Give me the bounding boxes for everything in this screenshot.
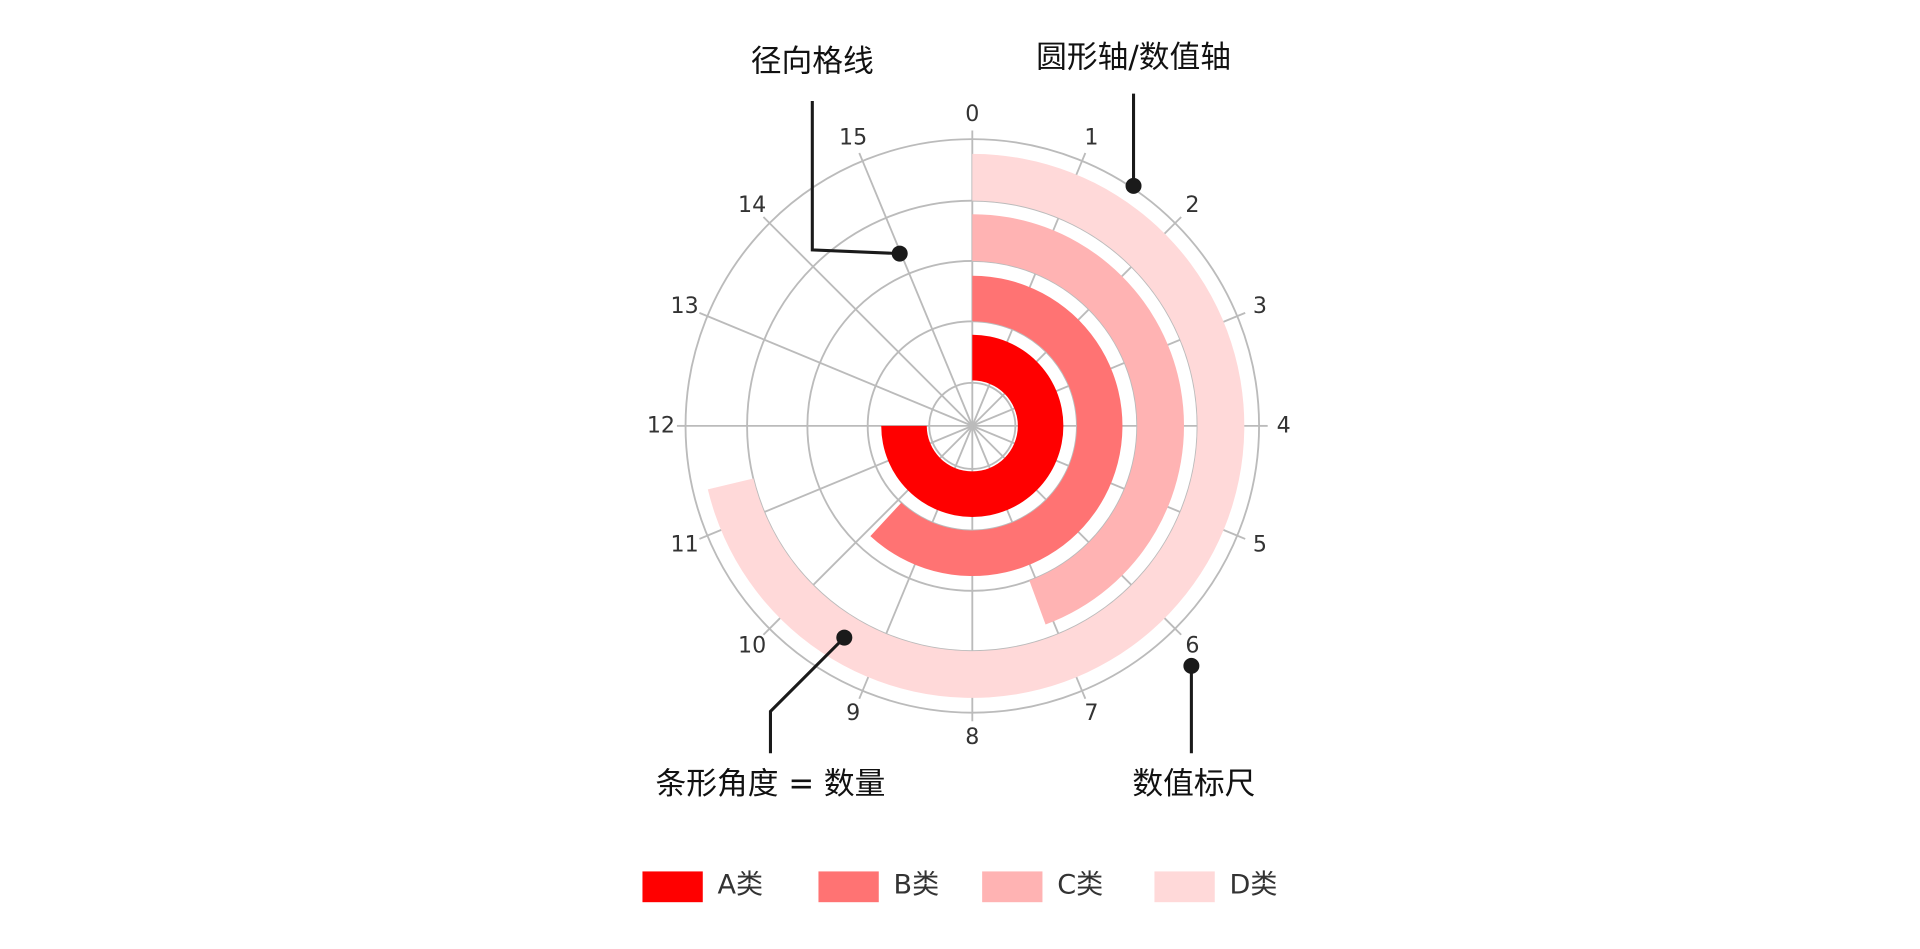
annotation-dot bbox=[1125, 177, 1142, 194]
annotation-line bbox=[810, 100, 900, 256]
legend-swatch bbox=[1154, 871, 1215, 903]
legend-label: C类 bbox=[1057, 870, 1103, 901]
tick-label: 5 bbox=[1253, 532, 1267, 558]
annotation-line bbox=[768, 636, 846, 754]
tick-label: 13 bbox=[671, 293, 699, 319]
grid-spoke bbox=[861, 160, 974, 427]
tick-mark bbox=[1236, 311, 1246, 317]
tick-mark bbox=[858, 690, 864, 700]
tick-label: 7 bbox=[1084, 700, 1098, 726]
annotation: 条形角度 = 数量 bbox=[656, 766, 886, 802]
tick-label: 2 bbox=[1185, 192, 1199, 218]
annotations bbox=[768, 93, 1193, 754]
tick-mark bbox=[1174, 216, 1182, 224]
tick-mark bbox=[1081, 690, 1087, 700]
tick-label: 15 bbox=[839, 125, 867, 151]
tick-label: 11 bbox=[671, 532, 699, 558]
bar bbox=[881, 334, 1064, 517]
tick-mark bbox=[699, 534, 708, 540]
legend-swatch bbox=[642, 871, 703, 903]
tick-mark bbox=[1236, 534, 1246, 540]
grid-spoke bbox=[768, 222, 973, 427]
tick-label: 9 bbox=[846, 700, 860, 726]
legend-label: B类 bbox=[894, 870, 940, 901]
tick-mark bbox=[762, 216, 771, 224]
annotation: 数值标尺 bbox=[1132, 766, 1255, 802]
tick-label: 12 bbox=[647, 412, 675, 438]
annotation-dot bbox=[1183, 657, 1200, 674]
tick-label: 3 bbox=[1253, 293, 1267, 319]
legend: A类 B类 C类 D类 bbox=[642, 870, 1277, 903]
tick-mark bbox=[762, 628, 771, 636]
annotation-dots bbox=[836, 177, 1200, 674]
tick-label: 10 bbox=[738, 633, 766, 659]
bar bbox=[972, 214, 1184, 625]
tick-mark bbox=[1174, 628, 1182, 636]
annotation: 径向格线 bbox=[751, 43, 874, 79]
tick-label: 14 bbox=[738, 192, 766, 218]
tick-label: 4 bbox=[1277, 412, 1291, 438]
bars bbox=[707, 153, 1245, 698]
grid-spoke bbox=[707, 315, 973, 427]
tick-mark bbox=[1081, 152, 1087, 162]
bar bbox=[870, 275, 1123, 577]
legend-swatch bbox=[982, 871, 1043, 903]
annotation: 圆形轴/数值轴 bbox=[1036, 40, 1231, 76]
tick-label: 8 bbox=[965, 724, 979, 750]
legend-label: D类 bbox=[1230, 870, 1278, 901]
tick-mark bbox=[858, 152, 864, 162]
tick-mark bbox=[699, 311, 708, 317]
tick-label: 6 bbox=[1185, 633, 1199, 659]
legend-swatch bbox=[818, 871, 879, 903]
annotation-dot bbox=[891, 245, 908, 262]
annotation-dot bbox=[836, 629, 853, 646]
tick-label: 1 bbox=[1084, 125, 1098, 151]
legend-label: A类 bbox=[718, 870, 764, 901]
tick-label: 0 bbox=[965, 101, 979, 127]
